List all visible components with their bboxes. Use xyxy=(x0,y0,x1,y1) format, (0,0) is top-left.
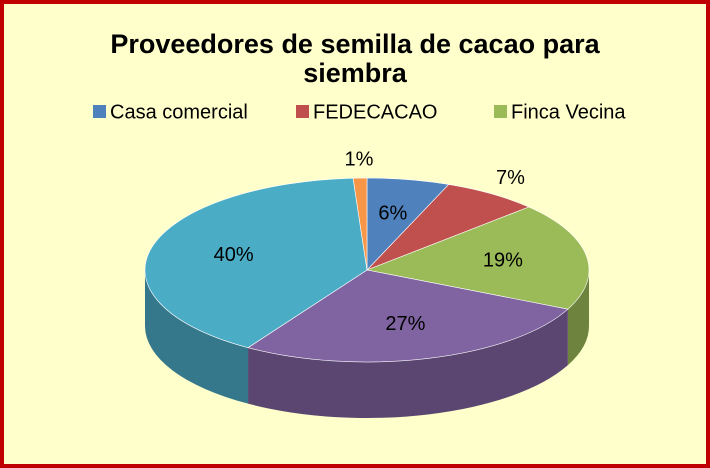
pie-slice xyxy=(365,206,590,310)
pie-slice xyxy=(144,177,368,349)
pie-area: 6% 7% 19% 27% 40% 1% Casa comercial FEDECACAO Fi… xyxy=(93,101,626,418)
pie-slice xyxy=(352,177,368,271)
legend-label: Finca Vecina xyxy=(511,101,626,123)
legend-swatch xyxy=(296,105,309,118)
pie-slice xyxy=(247,269,569,363)
pie-side xyxy=(567,270,589,366)
legend-swatch xyxy=(93,105,106,118)
data-label: 40% xyxy=(214,244,254,266)
legend-label: Casa comercial xyxy=(110,101,248,123)
pie-side xyxy=(145,270,249,404)
pie-side xyxy=(248,309,568,418)
legend-swatch xyxy=(494,105,507,118)
data-label: 1% xyxy=(345,149,374,171)
data-label: 27% xyxy=(385,313,425,335)
chart-title: Proveedores de semilla de cacao para sie… xyxy=(110,29,600,88)
data-label: 6% xyxy=(378,202,407,224)
legend-label: FEDECACAO xyxy=(313,101,437,123)
data-label: 19% xyxy=(483,249,523,271)
data-label: 7% xyxy=(496,167,525,189)
